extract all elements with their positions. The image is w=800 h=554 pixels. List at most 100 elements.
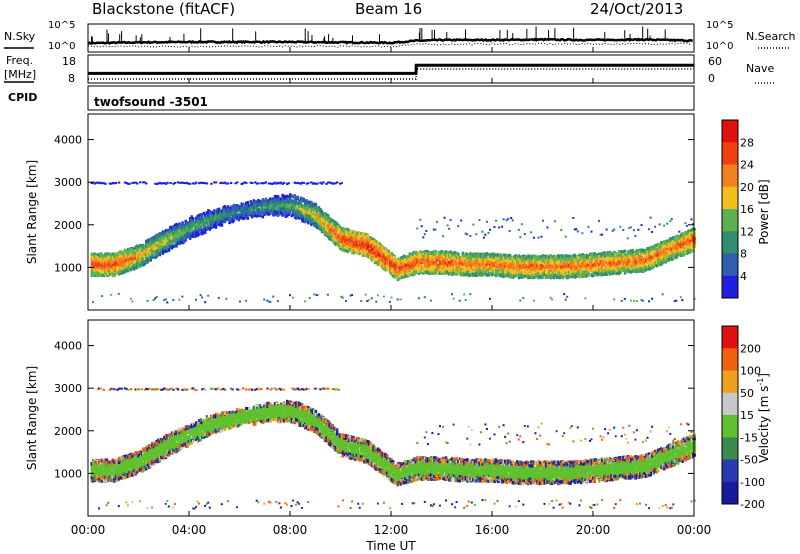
echo-cell	[105, 269, 109, 272]
near-range-cell	[304, 300, 307, 303]
echo-cell	[113, 258, 116, 262]
echo-cell	[136, 266, 139, 269]
near-range-cell	[382, 295, 385, 298]
echo-cell	[104, 260, 107, 264]
echo-cell	[116, 268, 119, 272]
echo-cell	[119, 263, 122, 267]
ground-scatter-cell	[125, 182, 128, 184]
ground-scatter-cell	[110, 182, 113, 185]
echo-cell	[246, 201, 249, 204]
near-range-cell	[370, 297, 373, 300]
echo-cell	[90, 252, 93, 256]
ground-scatter-cell	[104, 182, 107, 185]
ground-scatter-cell	[226, 182, 230, 185]
echo-cell	[92, 257, 95, 261]
echo-cell	[129, 248, 133, 252]
ground-scatter-cell	[132, 181, 136, 184]
freq-series	[88, 63, 694, 75]
freq-label-line1: Freq.	[6, 54, 33, 67]
echo-cell	[120, 255, 124, 258]
echo-cell	[132, 247, 136, 251]
echo-cell	[90, 273, 93, 277]
ground-scatter-cell	[113, 182, 116, 185]
ground-scatter-cell	[340, 182, 343, 185]
echo-cell	[136, 255, 139, 259]
near-range-cell	[308, 296, 311, 299]
near-range-cell	[195, 298, 198, 301]
noise-left-tick-bottom: 10^0	[48, 41, 75, 52]
echo-cell	[95, 266, 98, 270]
echo-cell	[120, 263, 124, 267]
echo-cell	[117, 258, 121, 262]
echo-cell	[110, 259, 113, 263]
ground-scatter-cell	[93, 182, 96, 185]
echo-cell	[117, 265, 121, 269]
echo-cell	[105, 261, 109, 265]
echo-cell	[105, 252, 109, 256]
echo-cell	[126, 269, 130, 273]
echo-cell	[102, 260, 105, 264]
echo-cell	[128, 248, 131, 252]
ground-scatter-cell	[90, 182, 93, 185]
echo-cell	[120, 266, 124, 270]
echo-cell	[110, 271, 113, 275]
echo-cell	[90, 270, 93, 274]
noise-right-tick-bottom: 10^0	[706, 41, 733, 52]
echo-cell	[123, 266, 127, 270]
echo-cell	[111, 259, 115, 263]
echo-cell	[111, 271, 115, 275]
echo-cell	[96, 260, 99, 263]
echo-cell	[96, 253, 99, 257]
near-range-cell	[172, 299, 175, 301]
echo-cell	[111, 256, 115, 260]
echo-cell	[108, 261, 112, 264]
echo-cell	[120, 265, 124, 269]
ground-scatter-cell	[134, 181, 137, 184]
echo-cell	[131, 247, 134, 251]
echo-cell	[113, 262, 116, 266]
echo-cell	[110, 253, 113, 257]
echo-cell	[104, 271, 107, 275]
echo-cell	[114, 263, 118, 267]
noise-search-series	[87, 42, 692, 48]
echo-cell	[101, 264, 104, 268]
echo-cell	[192, 217, 195, 221]
echo-cell	[220, 223, 224, 227]
echo-cell	[129, 255, 133, 259]
near-range-cell	[263, 298, 266, 301]
near-range-cell	[390, 296, 393, 299]
ground-scatter-cell	[195, 181, 198, 184]
echo-cell	[93, 265, 96, 268]
echo-cell	[137, 251, 140, 255]
echo-cell	[204, 230, 207, 234]
echo-cell	[123, 257, 127, 261]
near-range-cell	[342, 296, 344, 299]
echo-cell	[107, 256, 110, 259]
echo-cell	[95, 255, 98, 259]
noise-right-tick-top: 10^5	[706, 20, 733, 31]
scatter-cell	[422, 236, 425, 239]
echo-cell	[137, 245, 140, 249]
noise-sky-series	[87, 37, 694, 45]
echo-cell	[126, 253, 130, 257]
ground-scatter-cell	[205, 182, 209, 185]
echo-cell	[119, 270, 122, 274]
near-range-cell	[92, 301, 94, 304]
echo-cell	[137, 262, 140, 266]
echo-cell	[101, 269, 104, 273]
echo-cell	[125, 254, 128, 258]
echo-cell	[434, 250, 437, 253]
echo-cell	[129, 251, 133, 255]
echo-cell	[101, 254, 104, 258]
echo-cell	[129, 260, 133, 264]
echo-cell	[126, 259, 130, 263]
echo-cell	[129, 264, 133, 268]
ground-scatter-cell	[302, 182, 305, 184]
echo-cell	[90, 257, 93, 261]
scatter-cell	[442, 235, 444, 238]
echo-cell	[98, 262, 101, 266]
near-range-cell	[375, 300, 378, 303]
echo-cell	[128, 266, 131, 270]
freq-label-line2: [MHz]	[4, 68, 36, 81]
scatter-cell	[434, 228, 437, 231]
